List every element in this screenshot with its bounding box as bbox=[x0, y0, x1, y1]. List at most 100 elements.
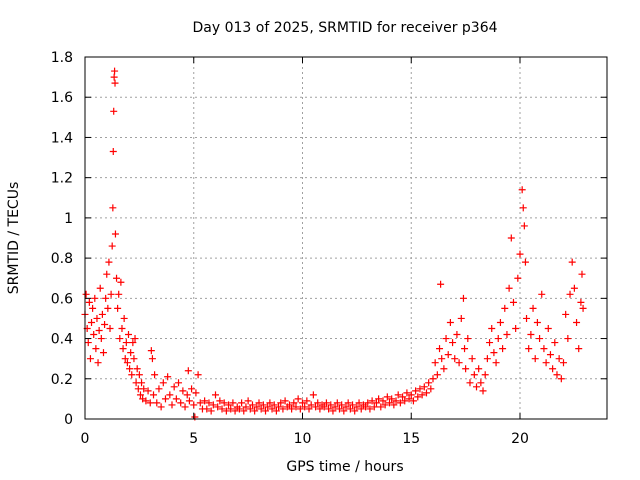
data-point bbox=[136, 391, 144, 399]
data-point bbox=[546, 351, 554, 359]
data-point bbox=[196, 399, 204, 407]
data-point bbox=[327, 401, 335, 409]
data-point bbox=[106, 325, 114, 332]
data-point bbox=[98, 310, 106, 318]
data-point bbox=[509, 298, 517, 306]
data-point bbox=[108, 242, 116, 250]
data-point bbox=[82, 290, 90, 298]
data-point bbox=[277, 399, 285, 407]
data-point bbox=[153, 399, 161, 407]
data-point bbox=[505, 284, 513, 292]
data-point bbox=[155, 385, 163, 393]
data-point bbox=[492, 359, 500, 367]
data-point bbox=[127, 349, 135, 357]
data-point bbox=[279, 405, 287, 413]
data-point bbox=[401, 397, 409, 405]
data-point bbox=[281, 397, 289, 405]
data-point bbox=[431, 359, 439, 367]
data-point bbox=[496, 318, 504, 326]
data-point bbox=[564, 335, 572, 343]
data-point bbox=[299, 399, 306, 407]
data-point bbox=[242, 403, 250, 411]
data-point bbox=[570, 284, 578, 292]
data-point bbox=[344, 399, 352, 407]
data-point bbox=[346, 405, 354, 413]
data-point bbox=[553, 371, 561, 379]
data-point bbox=[95, 327, 103, 335]
data-point bbox=[381, 401, 389, 409]
data-point bbox=[403, 389, 411, 397]
data-point bbox=[538, 290, 546, 298]
data-point bbox=[579, 304, 587, 312]
data-point bbox=[525, 345, 533, 353]
data-point bbox=[185, 397, 193, 405]
data-point bbox=[468, 355, 476, 363]
data-point bbox=[111, 79, 119, 87]
data-point bbox=[479, 387, 487, 395]
data-point bbox=[214, 403, 222, 411]
data-point bbox=[577, 298, 585, 306]
data-point bbox=[307, 401, 315, 409]
data-point bbox=[102, 294, 110, 302]
data-point bbox=[285, 401, 293, 409]
data-point bbox=[288, 405, 296, 413]
data-point bbox=[357, 405, 365, 413]
data-point bbox=[117, 278, 125, 286]
data-point bbox=[455, 359, 463, 367]
data-point bbox=[453, 331, 461, 339]
x-tick-label: 0 bbox=[81, 431, 90, 447]
data-point bbox=[126, 365, 134, 373]
data-point bbox=[115, 290, 123, 298]
data-point bbox=[161, 395, 169, 403]
data-point bbox=[466, 379, 474, 387]
data-point bbox=[125, 331, 132, 339]
data-point bbox=[183, 391, 191, 399]
data-point bbox=[566, 290, 574, 298]
data-point bbox=[418, 391, 426, 399]
data-point bbox=[320, 403, 328, 411]
data-point bbox=[368, 397, 376, 405]
x-tick-label: 10 bbox=[294, 431, 312, 447]
data-point bbox=[220, 399, 228, 407]
data-point bbox=[294, 395, 302, 403]
data-point bbox=[433, 371, 441, 379]
data-point bbox=[190, 401, 198, 409]
data-point bbox=[333, 399, 341, 407]
data-point bbox=[151, 371, 159, 379]
data-point bbox=[225, 401, 233, 409]
data-point bbox=[110, 73, 118, 81]
data-point bbox=[325, 405, 333, 413]
data-point bbox=[88, 318, 96, 326]
data-point bbox=[457, 314, 465, 322]
data-point bbox=[227, 405, 235, 413]
data-point bbox=[470, 371, 478, 379]
data-point bbox=[407, 391, 415, 399]
data-point bbox=[560, 359, 567, 367]
data-point bbox=[146, 399, 154, 407]
data-point bbox=[475, 365, 483, 373]
data-point bbox=[392, 397, 400, 405]
data-point bbox=[377, 403, 385, 411]
data-point bbox=[578, 270, 586, 278]
data-point bbox=[184, 367, 192, 375]
data-point bbox=[473, 383, 480, 391]
data-point bbox=[92, 345, 100, 353]
data-point bbox=[231, 407, 239, 415]
data-point bbox=[209, 401, 217, 409]
data-point bbox=[335, 405, 343, 413]
data-point bbox=[523, 314, 531, 322]
axis-ticks bbox=[84, 56, 607, 420]
data-point bbox=[438, 355, 446, 363]
data-point bbox=[207, 407, 215, 415]
data-point bbox=[292, 403, 300, 411]
data-point bbox=[120, 314, 128, 322]
data-point bbox=[144, 387, 152, 395]
data-point bbox=[383, 393, 391, 401]
data-point bbox=[96, 284, 104, 292]
data-point bbox=[486, 339, 494, 347]
data-point bbox=[437, 280, 445, 288]
data-point bbox=[338, 401, 346, 409]
y-tick-label: 0.4 bbox=[51, 332, 73, 348]
data-point bbox=[121, 355, 129, 363]
